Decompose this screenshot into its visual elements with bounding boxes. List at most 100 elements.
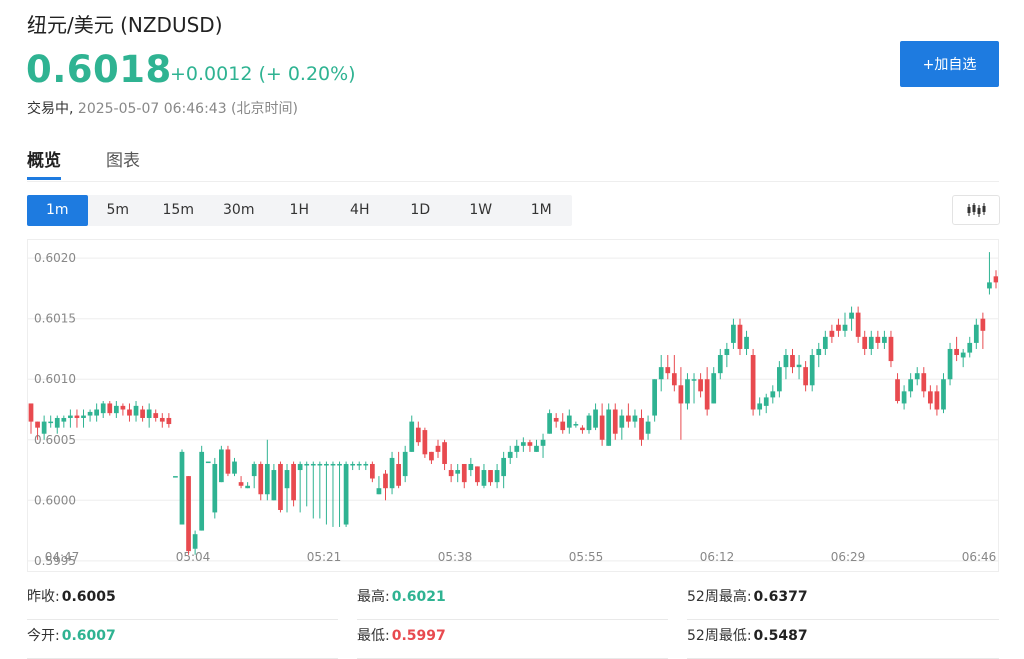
candle-body (455, 470, 461, 474)
candle-body (435, 445, 441, 452)
trading-status: 交易中, 2025-05-07 06:46:43 (北京时间) (27, 98, 298, 118)
stat-value: 0.6021 (391, 589, 446, 605)
candle-body (586, 415, 592, 431)
candle-body (291, 463, 296, 501)
candle-body (763, 397, 769, 406)
candle-body (100, 403, 106, 414)
candle-body (81, 415, 86, 418)
candle-body (849, 312, 854, 319)
candle-body (140, 409, 145, 418)
x-tick-label: 04:47 (45, 550, 80, 564)
period-selector: 1m 5m 15m 30m 1H 4H 1D 1W 1M (27, 195, 572, 226)
candle-body (809, 355, 815, 386)
candle-body (855, 312, 861, 337)
period-1d[interactable]: 1D (410, 202, 431, 218)
candle-body (573, 424, 579, 426)
candle-body (711, 373, 717, 404)
candle-body (74, 415, 80, 418)
candle-body (153, 413, 159, 418)
candle-body (304, 463, 310, 466)
period-1m[interactable]: 1m (27, 195, 88, 226)
stat-value: 0.5997 (391, 628, 446, 644)
candle-body (330, 463, 336, 466)
period-15m[interactable]: 15m (162, 202, 194, 218)
candle-body (842, 324, 848, 331)
period-4h[interactable]: 4H (350, 202, 370, 218)
candle-body (251, 463, 257, 477)
candle-body (212, 463, 218, 513)
candle-body (580, 427, 585, 431)
candle-body (173, 476, 178, 478)
stat-label: 52周最高: (687, 589, 752, 605)
candle-body (560, 421, 566, 431)
period-1w[interactable]: 1W (469, 202, 493, 218)
candle-body (205, 461, 211, 464)
candle-body (389, 457, 395, 489)
candle-body (534, 445, 539, 452)
candle-body (225, 449, 231, 474)
candle-body (862, 336, 868, 349)
price-change: +0.0012 (+ 0.20%) (170, 63, 356, 85)
candle-body (343, 463, 349, 525)
candle-body (829, 330, 835, 337)
candle-body (593, 409, 598, 428)
candle-body (790, 355, 795, 368)
candle-body (599, 415, 605, 440)
candle-body (901, 391, 907, 404)
stat-label: 最低: (357, 628, 390, 644)
candle-body (671, 373, 677, 386)
candle-body (310, 463, 316, 466)
x-tick-label: 06:29 (831, 550, 866, 564)
candle-body (770, 391, 776, 398)
candle-body (967, 342, 973, 353)
price-chart[interactable]: 0.6020 0.6015 0.6010 0.6005 0.6000 0.5995 04:4… (27, 239, 999, 572)
candle-body (744, 336, 749, 349)
candle-body (245, 485, 250, 489)
candle-body (987, 282, 992, 289)
candle-body (28, 403, 34, 422)
y-tick-label: 0.6010 (34, 372, 76, 386)
candle-body (796, 364, 802, 368)
candle-body (645, 421, 651, 434)
stat-open: 今开: 0.6007 (27, 625, 338, 659)
candle-body (757, 403, 763, 410)
candle-body (264, 463, 270, 495)
candle-body (422, 430, 428, 455)
period-1mo[interactable]: 1M (530, 202, 552, 218)
candle-body (488, 470, 493, 483)
candle-body (146, 409, 152, 418)
candle-body (514, 445, 520, 452)
tab-chart[interactable]: 图表 (106, 151, 140, 171)
period-5m[interactable]: 5m (106, 202, 130, 218)
current-price: 0.6018 (26, 48, 172, 91)
candle-body (507, 451, 513, 458)
candle-body (993, 276, 998, 283)
candle-body (54, 417, 60, 428)
candle-body (908, 379, 914, 392)
candle-body (35, 421, 40, 428)
period-1h[interactable]: 1H (289, 202, 309, 218)
add-watchlist-button[interactable]: +加自选 (900, 41, 999, 87)
candle-body (626, 415, 631, 422)
stat-label: 52周最低: (687, 628, 752, 644)
candle-body (658, 367, 664, 380)
candle-body (685, 379, 690, 404)
chart-type-button[interactable] (952, 195, 1000, 225)
stat-label: 今开: (27, 628, 60, 644)
candle-body (363, 463, 369, 466)
stat-value: 0.6007 (61, 628, 116, 644)
period-30m[interactable]: 30m (223, 202, 255, 218)
y-tick-label: 0.6015 (34, 312, 76, 326)
candle-body (41, 421, 47, 434)
stat-low: 最低: 0.5997 (357, 625, 668, 659)
tab-overview[interactable]: 概览 (27, 146, 61, 180)
candle-body (973, 324, 979, 343)
candlestick-chart: 0.6020 0.6015 0.6010 0.6005 0.6000 0.599504:4… (28, 251, 998, 568)
candle-body (337, 463, 342, 466)
candle-body (678, 385, 684, 404)
x-tick-label: 05:21 (307, 550, 342, 564)
candle-body (501, 457, 507, 477)
candle-body (258, 463, 264, 495)
tab-bar: 概览 图表 (27, 146, 999, 182)
candle-body (284, 470, 290, 489)
